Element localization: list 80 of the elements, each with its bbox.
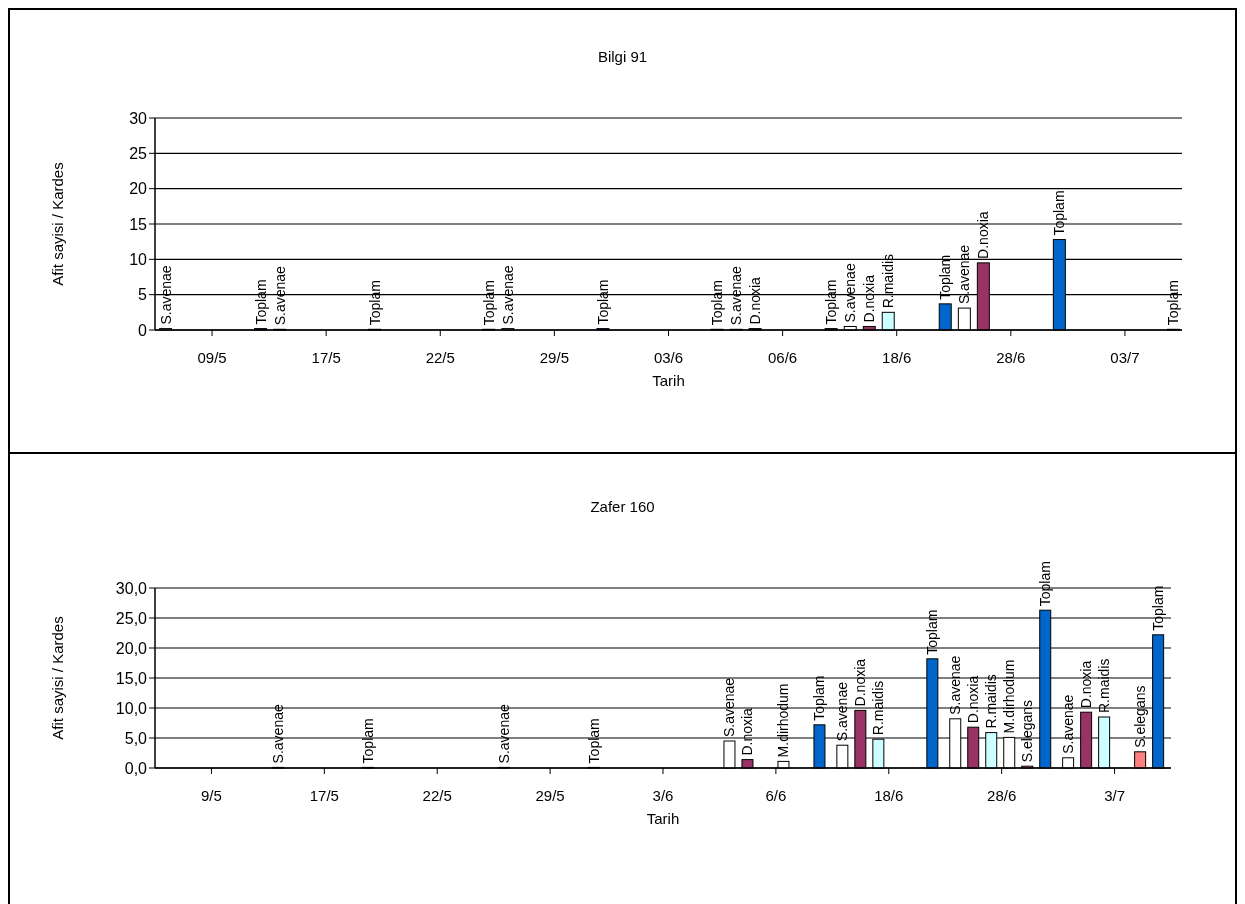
y-tick-label: 10,0: [115, 699, 148, 717]
data-label: Toplam: [480, 280, 497, 326]
y-axis-title: Afit sayisi / Kardes: [49, 616, 67, 740]
x-tick-label: 18/6: [874, 786, 904, 804]
x-tick-label: 03/7: [1110, 348, 1140, 366]
x-axis-title: Tarih: [652, 372, 685, 389]
y-tick-label: 0,0: [124, 759, 148, 777]
x-axis-title: Tarih: [646, 810, 680, 827]
data-label: S.elegans: [1019, 699, 1036, 763]
data-label: D.noxia: [852, 658, 869, 707]
data-label: S.avenae: [842, 263, 859, 323]
data-label: S.elegans: [1132, 685, 1149, 748]
y-tick-label: 25: [129, 145, 148, 163]
y-tick-label: 5,0: [124, 729, 148, 747]
data-label: S.avenae: [1060, 694, 1077, 754]
x-tick-label: 29/5: [539, 348, 569, 366]
data-label: Toplam: [359, 718, 376, 764]
data-label: S.avenae: [721, 677, 738, 737]
y-tick-label: 15: [129, 215, 148, 233]
data-label: S.avenae: [947, 655, 964, 715]
data-label: Toplam: [1037, 561, 1054, 607]
data-label: Toplam: [1150, 585, 1167, 631]
data-label: M.dirhodum: [775, 683, 792, 758]
x-tick-label: 28/6: [987, 786, 1017, 804]
data-label: S.avenae: [728, 265, 745, 326]
y-tick-label: 30,0: [115, 579, 148, 597]
data-label: Toplam: [366, 280, 383, 326]
x-tick-label: 29/5: [535, 786, 565, 804]
y-tick-label: 5: [138, 286, 148, 304]
x-tick-label: 17/5: [311, 348, 341, 366]
data-label: D.noxia: [861, 274, 878, 323]
data-label: Toplam: [1165, 280, 1182, 326]
data-label: D.noxia: [747, 276, 764, 325]
y-tick-label: 10: [129, 251, 148, 269]
x-tick-label: 06/6: [768, 348, 798, 366]
x-tick-label: 3/6: [652, 786, 674, 804]
data-label: S.avenae: [834, 681, 851, 742]
data-label: S.avenae: [269, 704, 286, 764]
data-label: R.maidis: [983, 674, 1000, 729]
data-label: Toplam: [252, 279, 269, 325]
x-tick-label: 28/6: [996, 348, 1026, 366]
y-axis-title: Afit sayisi / Kardes: [49, 162, 67, 286]
x-tick-label: 18/6: [882, 348, 912, 366]
data-label: Toplam: [709, 280, 726, 326]
y-tick-label: 15,0: [115, 669, 148, 687]
x-tick-label: 3/7: [1104, 786, 1125, 804]
y-tick-label: 25,0: [115, 609, 148, 627]
data-label: Toplam: [823, 279, 840, 325]
data-label: S.avenae: [495, 704, 512, 764]
data-label: D.noxia: [975, 211, 992, 259]
data-label: D.noxia: [1078, 660, 1095, 709]
data-label: S.avenae: [157, 265, 174, 325]
data-label: D.noxia: [965, 675, 982, 724]
data-label: Toplam: [585, 718, 602, 764]
y-tick-label: 20: [129, 180, 148, 198]
data-label: M.dirhodum: [1001, 659, 1018, 734]
y-tick-label: 20,0: [115, 639, 148, 657]
data-label: Toplam: [937, 254, 954, 300]
data-label: R.maidis: [1096, 658, 1113, 713]
y-tick-label: 30: [129, 109, 148, 127]
data-label: S.avenae: [956, 244, 973, 305]
data-label: Toplam: [594, 279, 611, 325]
data-label: D.noxia: [739, 707, 756, 756]
x-tick-label: 09/5: [197, 348, 227, 366]
x-tick-label: 03/6: [653, 348, 684, 366]
data-label: R.maidis: [880, 253, 897, 309]
data-label: S.avenae: [499, 265, 516, 325]
data-label: R.maidis: [870, 680, 887, 736]
y-tick-label: 0: [138, 321, 148, 339]
data-label: Toplam: [924, 609, 941, 655]
chart-title: Zafer 160: [589, 498, 656, 515]
x-tick-label: 22/5: [422, 786, 452, 804]
x-tick-label: 17/5: [309, 786, 339, 804]
chart-title: Bilgi 91: [596, 48, 649, 65]
x-tick-label: 22/5: [425, 348, 455, 366]
data-label: Toplam: [1051, 190, 1068, 236]
x-tick-label: 9/5: [201, 786, 222, 804]
data-label: S.avenae: [271, 265, 288, 326]
x-tick-label: 6/6: [765, 786, 787, 804]
data-label: Toplam: [811, 675, 828, 721]
